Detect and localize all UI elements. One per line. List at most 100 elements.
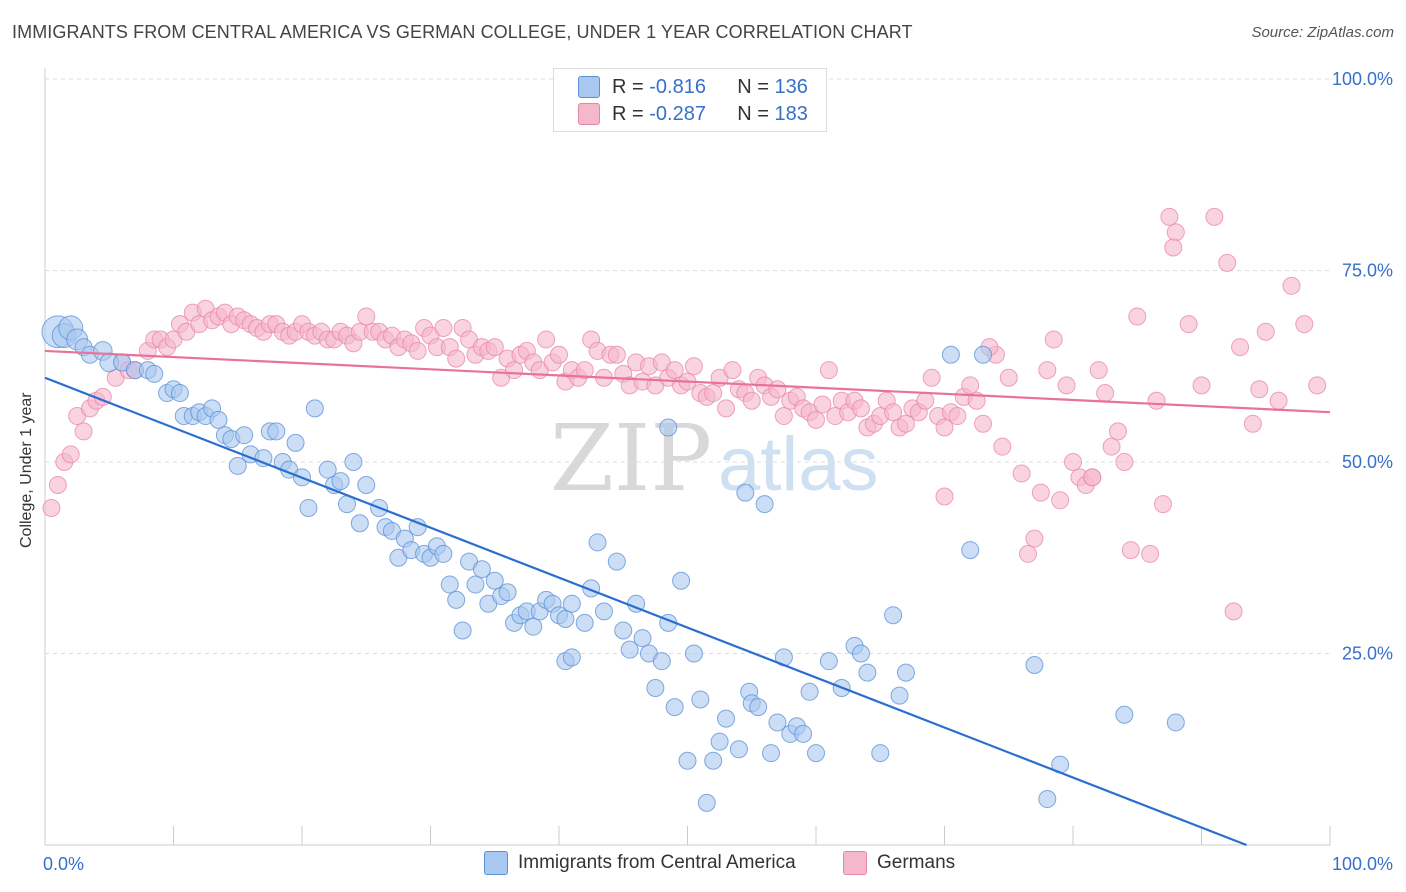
point-germans <box>742 391 761 410</box>
point-central-america <box>170 384 189 403</box>
point-central-america <box>762 744 781 763</box>
point-germans <box>1057 376 1076 395</box>
point-central-america <box>286 433 305 452</box>
point-germans <box>1019 544 1038 563</box>
point-germans <box>665 361 684 380</box>
point-germans <box>1147 391 1166 410</box>
point-central-america <box>717 709 736 728</box>
x-tick-label: 100.0% <box>1332 854 1393 874</box>
point-germans <box>974 414 993 433</box>
point-germans <box>993 437 1012 456</box>
point-germans <box>935 418 954 437</box>
legend-label: Germans <box>877 852 956 873</box>
point-germans <box>447 349 466 368</box>
point-central-america <box>575 613 594 632</box>
y-tick-label: 50.0% <box>1342 452 1393 472</box>
point-central-america <box>768 713 787 732</box>
point-germans <box>1141 544 1160 563</box>
point-germans <box>1096 384 1115 403</box>
point-germans <box>916 391 935 410</box>
legend-item-germans: Germans <box>843 851 955 875</box>
point-germans <box>575 361 594 380</box>
point-germans <box>42 498 61 517</box>
y-tick-label: 75.0% <box>1342 261 1393 281</box>
legend-row-germans: R = -0.287 N = 183 <box>578 102 808 126</box>
point-germans <box>1166 223 1185 242</box>
point-central-america <box>267 422 286 441</box>
point-central-america <box>884 606 903 625</box>
y-tick-label: 25.0% <box>1342 644 1393 664</box>
pink-swatch <box>578 103 600 125</box>
point-central-america <box>594 602 613 621</box>
point-central-america <box>678 751 697 770</box>
point-germans <box>1089 361 1108 380</box>
watermark-zip: ZIP <box>550 405 712 512</box>
point-central-america <box>652 652 671 671</box>
point-central-america <box>941 345 960 364</box>
point-central-america <box>1166 713 1185 732</box>
point-central-america <box>228 456 247 475</box>
point-central-america <box>607 552 626 571</box>
point-central-america <box>357 475 376 494</box>
legend-label: Immigrants from Central America <box>518 852 796 873</box>
point-central-america <box>755 495 774 514</box>
point-germans <box>961 376 980 395</box>
chart-title: IMMIGRANTS FROM CENTRAL AMERICA VS GERMA… <box>12 22 913 42</box>
point-central-america <box>749 698 768 717</box>
point-germans <box>48 475 67 494</box>
point-germans <box>1102 437 1121 456</box>
point-central-america <box>331 472 350 491</box>
point-germans <box>1224 602 1243 621</box>
point-central-america <box>498 583 517 602</box>
point-central-america <box>819 652 838 671</box>
point-germans <box>884 403 903 422</box>
point-germans <box>922 368 941 387</box>
point-central-america <box>691 690 710 709</box>
point-central-america <box>736 483 755 502</box>
point-germans <box>1179 315 1198 334</box>
point-germans <box>1121 541 1140 560</box>
point-germans <box>1192 376 1211 395</box>
point-central-america <box>1025 655 1044 674</box>
point-central-america <box>704 751 723 770</box>
point-central-america <box>896 663 915 682</box>
n-label: N = <box>737 102 775 125</box>
point-germans <box>813 395 832 414</box>
point-central-america <box>453 621 472 640</box>
source-credit: Source: ZipAtlas.com <box>1251 24 1394 41</box>
point-germans <box>1108 422 1127 441</box>
point-germans <box>1012 464 1031 483</box>
point-germans <box>485 338 504 357</box>
point-central-america <box>305 399 324 418</box>
r-value: -0.287 <box>649 102 706 125</box>
point-germans <box>851 399 870 418</box>
point-central-america <box>350 514 369 533</box>
point-germans <box>1269 391 1288 410</box>
point-germans <box>1250 380 1269 399</box>
point-germans <box>357 307 376 326</box>
point-germans <box>1160 207 1179 226</box>
point-central-america <box>447 590 466 609</box>
point-central-america <box>588 533 607 552</box>
point-germans <box>1051 491 1070 510</box>
pink-swatch <box>843 851 867 875</box>
point-germans <box>1031 483 1050 502</box>
point-central-america <box>672 571 691 590</box>
point-germans <box>1243 414 1262 433</box>
legend-row-central-america: R = -0.816 N = 136 <box>578 75 808 99</box>
point-central-america <box>620 640 639 659</box>
point-central-america <box>697 793 716 812</box>
point-germans <box>717 399 736 418</box>
point-germans <box>607 345 626 364</box>
point-germans <box>704 384 723 403</box>
point-central-america <box>710 732 729 751</box>
point-germans <box>774 407 793 426</box>
point-central-america <box>858 663 877 682</box>
point-central-america <box>684 644 703 663</box>
n-value: 136 <box>774 75 808 98</box>
point-germans <box>1205 207 1224 226</box>
trendline-central-america <box>44 376 1247 847</box>
point-central-america <box>807 744 825 763</box>
point-central-america <box>254 449 273 468</box>
blue-swatch <box>578 76 600 98</box>
